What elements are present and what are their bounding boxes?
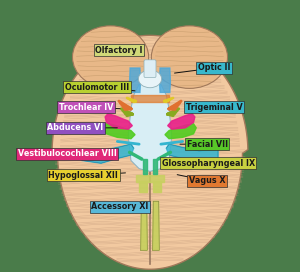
Text: Optic II: Optic II bbox=[198, 63, 230, 73]
Polygon shape bbox=[153, 181, 161, 192]
Text: Accessory XI: Accessory XI bbox=[92, 202, 149, 211]
Polygon shape bbox=[139, 181, 147, 192]
Text: Olfactory I: Olfactory I bbox=[95, 46, 142, 55]
Ellipse shape bbox=[73, 26, 148, 88]
Text: Facial VII: Facial VII bbox=[187, 140, 228, 149]
Polygon shape bbox=[105, 114, 132, 129]
Polygon shape bbox=[136, 175, 164, 182]
Polygon shape bbox=[82, 144, 134, 163]
Text: Glossopharyngeal IX: Glossopharyngeal IX bbox=[162, 159, 255, 168]
Polygon shape bbox=[153, 201, 159, 250]
Polygon shape bbox=[160, 68, 170, 92]
Text: Vagus X: Vagus X bbox=[189, 176, 225, 186]
Text: Hypoglossal XII: Hypoglossal XII bbox=[48, 171, 118, 180]
Polygon shape bbox=[143, 159, 147, 174]
Polygon shape bbox=[128, 79, 172, 171]
Polygon shape bbox=[166, 144, 218, 163]
Polygon shape bbox=[130, 68, 140, 92]
Polygon shape bbox=[104, 124, 135, 139]
Ellipse shape bbox=[138, 70, 162, 88]
Polygon shape bbox=[52, 35, 248, 269]
Polygon shape bbox=[168, 114, 195, 129]
Text: Trochlear IV: Trochlear IV bbox=[59, 103, 113, 112]
Polygon shape bbox=[141, 201, 147, 250]
Text: Vestibulocochlear VIII: Vestibulocochlear VIII bbox=[18, 149, 116, 158]
Text: Abducens VI: Abducens VI bbox=[47, 123, 103, 132]
Text: Oculomotor III: Oculomotor III bbox=[65, 82, 129, 92]
Ellipse shape bbox=[152, 26, 227, 88]
Text: Trigeminal V: Trigeminal V bbox=[185, 103, 242, 112]
Polygon shape bbox=[153, 159, 157, 174]
FancyBboxPatch shape bbox=[144, 60, 156, 78]
Polygon shape bbox=[165, 124, 196, 139]
Polygon shape bbox=[131, 95, 169, 102]
